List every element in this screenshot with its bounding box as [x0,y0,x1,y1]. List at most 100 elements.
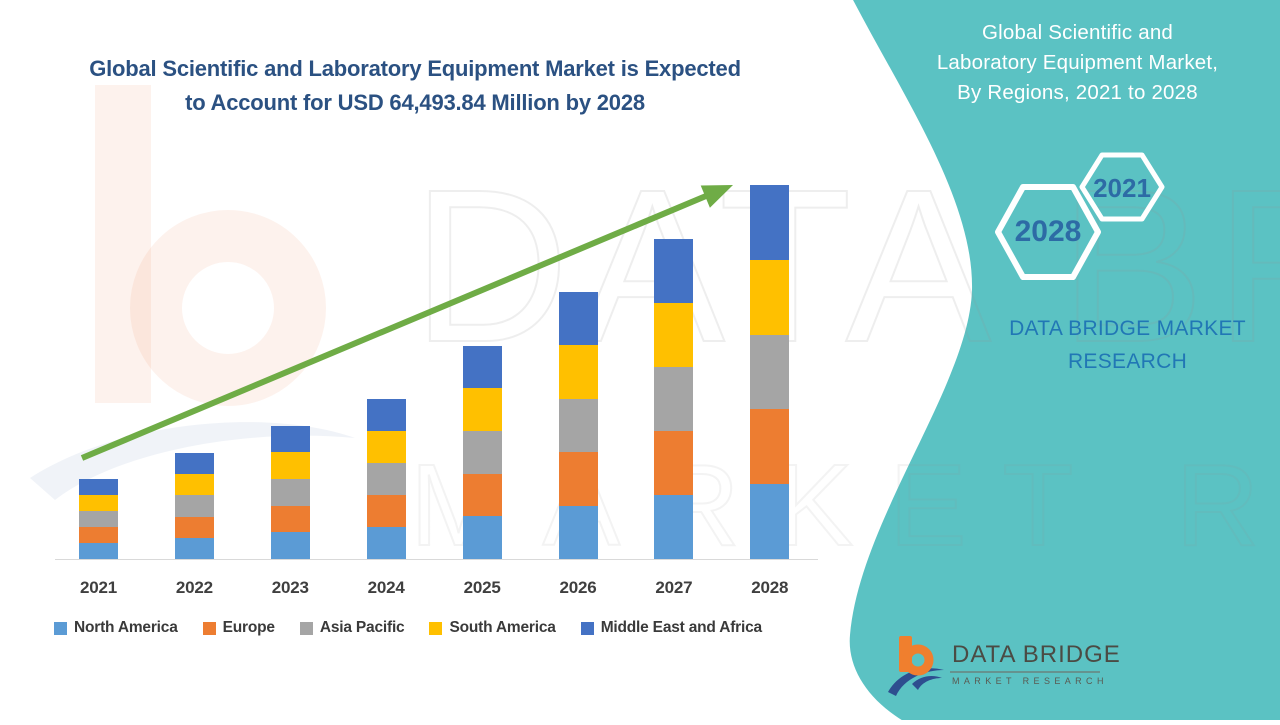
bar-segment-middle-east-and-africa-2027 [654,239,694,304]
x-axis-label-2021: 2021 [79,578,118,597]
x-axis-label-2025: 2025 [463,578,501,597]
legend-swatch-icon [580,621,594,635]
chart-legend: North America Europe Asia Pacific South Ame… [54,619,762,637]
side-panel-brand-line2: RESEARCH [1067,350,1188,373]
x-axis-line [55,559,818,560]
side-panel-curved-shape [849,0,1280,722]
legend-label: South America [449,619,556,636]
bar-2024 [366,399,406,559]
bar-2023 [270,425,310,559]
bar-segment-north-america-2026 [558,505,598,559]
legend-label: North America [74,619,178,636]
bar-segment-asia-pacific-2021 [79,511,118,528]
bar-segment-south-america-2021 [79,495,118,512]
watermark-text-marketresearch: MARKET RESEARCH [409,439,1280,571]
watermark-logo-stem [95,85,151,403]
logo-navy-accent [912,676,942,690]
bar-segment-middle-east-and-africa-2028 [750,185,790,260]
bar-segment-asia-pacific-2025 [462,431,502,474]
bar-2022 [174,453,214,559]
chart-title: Global Scientific and Laboratory Equipme… [0,52,830,120]
watermark-logo-bowl [130,210,326,406]
trend-arrow-line [80,193,708,461]
logo-name-text: DATA BRIDGE [952,641,1121,668]
x-axis-label-2027: 2027 [655,578,693,597]
bar-segment-europe-2028 [750,409,790,485]
side-panel-brand-text: DATA BRIDGE MARKET RESEARCH [1000,312,1255,378]
side-panel-title-line2: Laboratory Equipment Market, [936,51,1219,74]
x-axis-label-2024: 2024 [367,578,405,597]
x-axis-label-2022: 2022 [175,578,213,597]
bar-segment-north-america-2023 [270,532,310,559]
legend-item-middle-east-and-africa: Middle East and Africa [580,619,762,637]
bar-segment-south-america-2028 [750,259,790,335]
legend-swatch-icon [54,621,67,635]
legend-swatch-icon [299,621,313,635]
bar-segment-asia-pacific-2024 [366,463,406,496]
databridge-logo-icon [888,636,944,696]
bar-segment-asia-pacific-2026 [558,398,598,453]
bar-segment-middle-east-and-africa-2021 [79,479,118,496]
x-axis-label-2028: 2028 [751,578,789,597]
bar-2027 [654,239,694,559]
bar-segment-europe-2021 [79,527,118,543]
bar-2025 [462,345,502,559]
side-panel-title-line1: Global Scientific and [981,21,1174,44]
legend-swatch-icon [202,621,216,635]
bar-segment-south-america-2025 [462,388,502,432]
bar-segment-middle-east-and-africa-2025 [462,345,502,389]
bar-segment-europe-2024 [366,495,406,527]
x-axis-label-2026: 2026 [559,578,597,597]
side-panel-brand-line1: DATA BRIDGE MARKET [1009,317,1246,340]
databridge-logo: DATA BRIDGE MARKET RESEARCH [886,632,1216,712]
x-axis-label-2023: 2023 [271,578,309,597]
legend-item-asia-pacific: Asia Pacific [299,619,405,637]
bar-segment-middle-east-and-africa-2026 [558,291,598,346]
bar-segment-europe-2026 [558,452,598,506]
legend-label: Middle East and Africa [600,619,762,636]
legend-label: Europe [222,619,275,636]
bar-segment-asia-pacific-2027 [654,367,694,432]
bar-segment-south-america-2024 [366,431,406,464]
bar-segment-europe-2023 [270,505,310,533]
bar-segment-north-america-2025 [462,516,502,559]
hexagon-2028 [995,184,1101,280]
chart-title-line2: to Account for USD 64,493.84 Million by … [185,90,645,115]
trend-arrow-head [700,185,733,208]
chart-title-line1: Global Scientific and Laboratory Equipme… [89,56,741,81]
side-panel-title: Global Scientific and Laboratory Equipme… [900,18,1255,108]
bar-segment-north-america-2027 [654,495,694,559]
bar-segment-north-america-2028 [750,484,790,559]
legend-swatch-icon [429,621,443,635]
watermark-logo-swoosh [30,422,355,500]
bar-2026 [558,291,598,559]
bar-segment-middle-east-and-africa-2024 [366,399,406,432]
bar-segment-middle-east-and-africa-2022 [174,453,214,475]
side-panel-title-line3: By Regions, 2021 to 2028 [957,81,1198,104]
bar-segment-europe-2027 [654,431,694,495]
bar-segment-asia-pacific-2023 [270,479,310,506]
bar-segment-middle-east-and-africa-2023 [270,425,310,453]
bar-segment-asia-pacific-2022 [174,495,214,517]
bar-segment-south-america-2027 [654,303,694,368]
bar-segment-north-america-2024 [366,527,406,559]
bar-segment-south-america-2022 [174,474,214,496]
logo-orange-stem [899,636,912,672]
bar-segment-north-america-2022 [174,537,214,559]
hexagon-year-2028-label: 2028 [1014,215,1082,248]
bar-segment-europe-2025 [462,473,502,517]
bar-2028 [750,185,790,559]
bar-segment-north-america-2021 [79,543,118,559]
logo-subtitle-text: MARKET RESEARCH [952,676,1108,686]
bar-2021 [79,479,118,559]
hexagon-year-2021-label: 2021 [1093,173,1151,203]
bar-segment-south-america-2026 [558,345,598,399]
bar-segment-asia-pacific-2028 [750,334,790,410]
